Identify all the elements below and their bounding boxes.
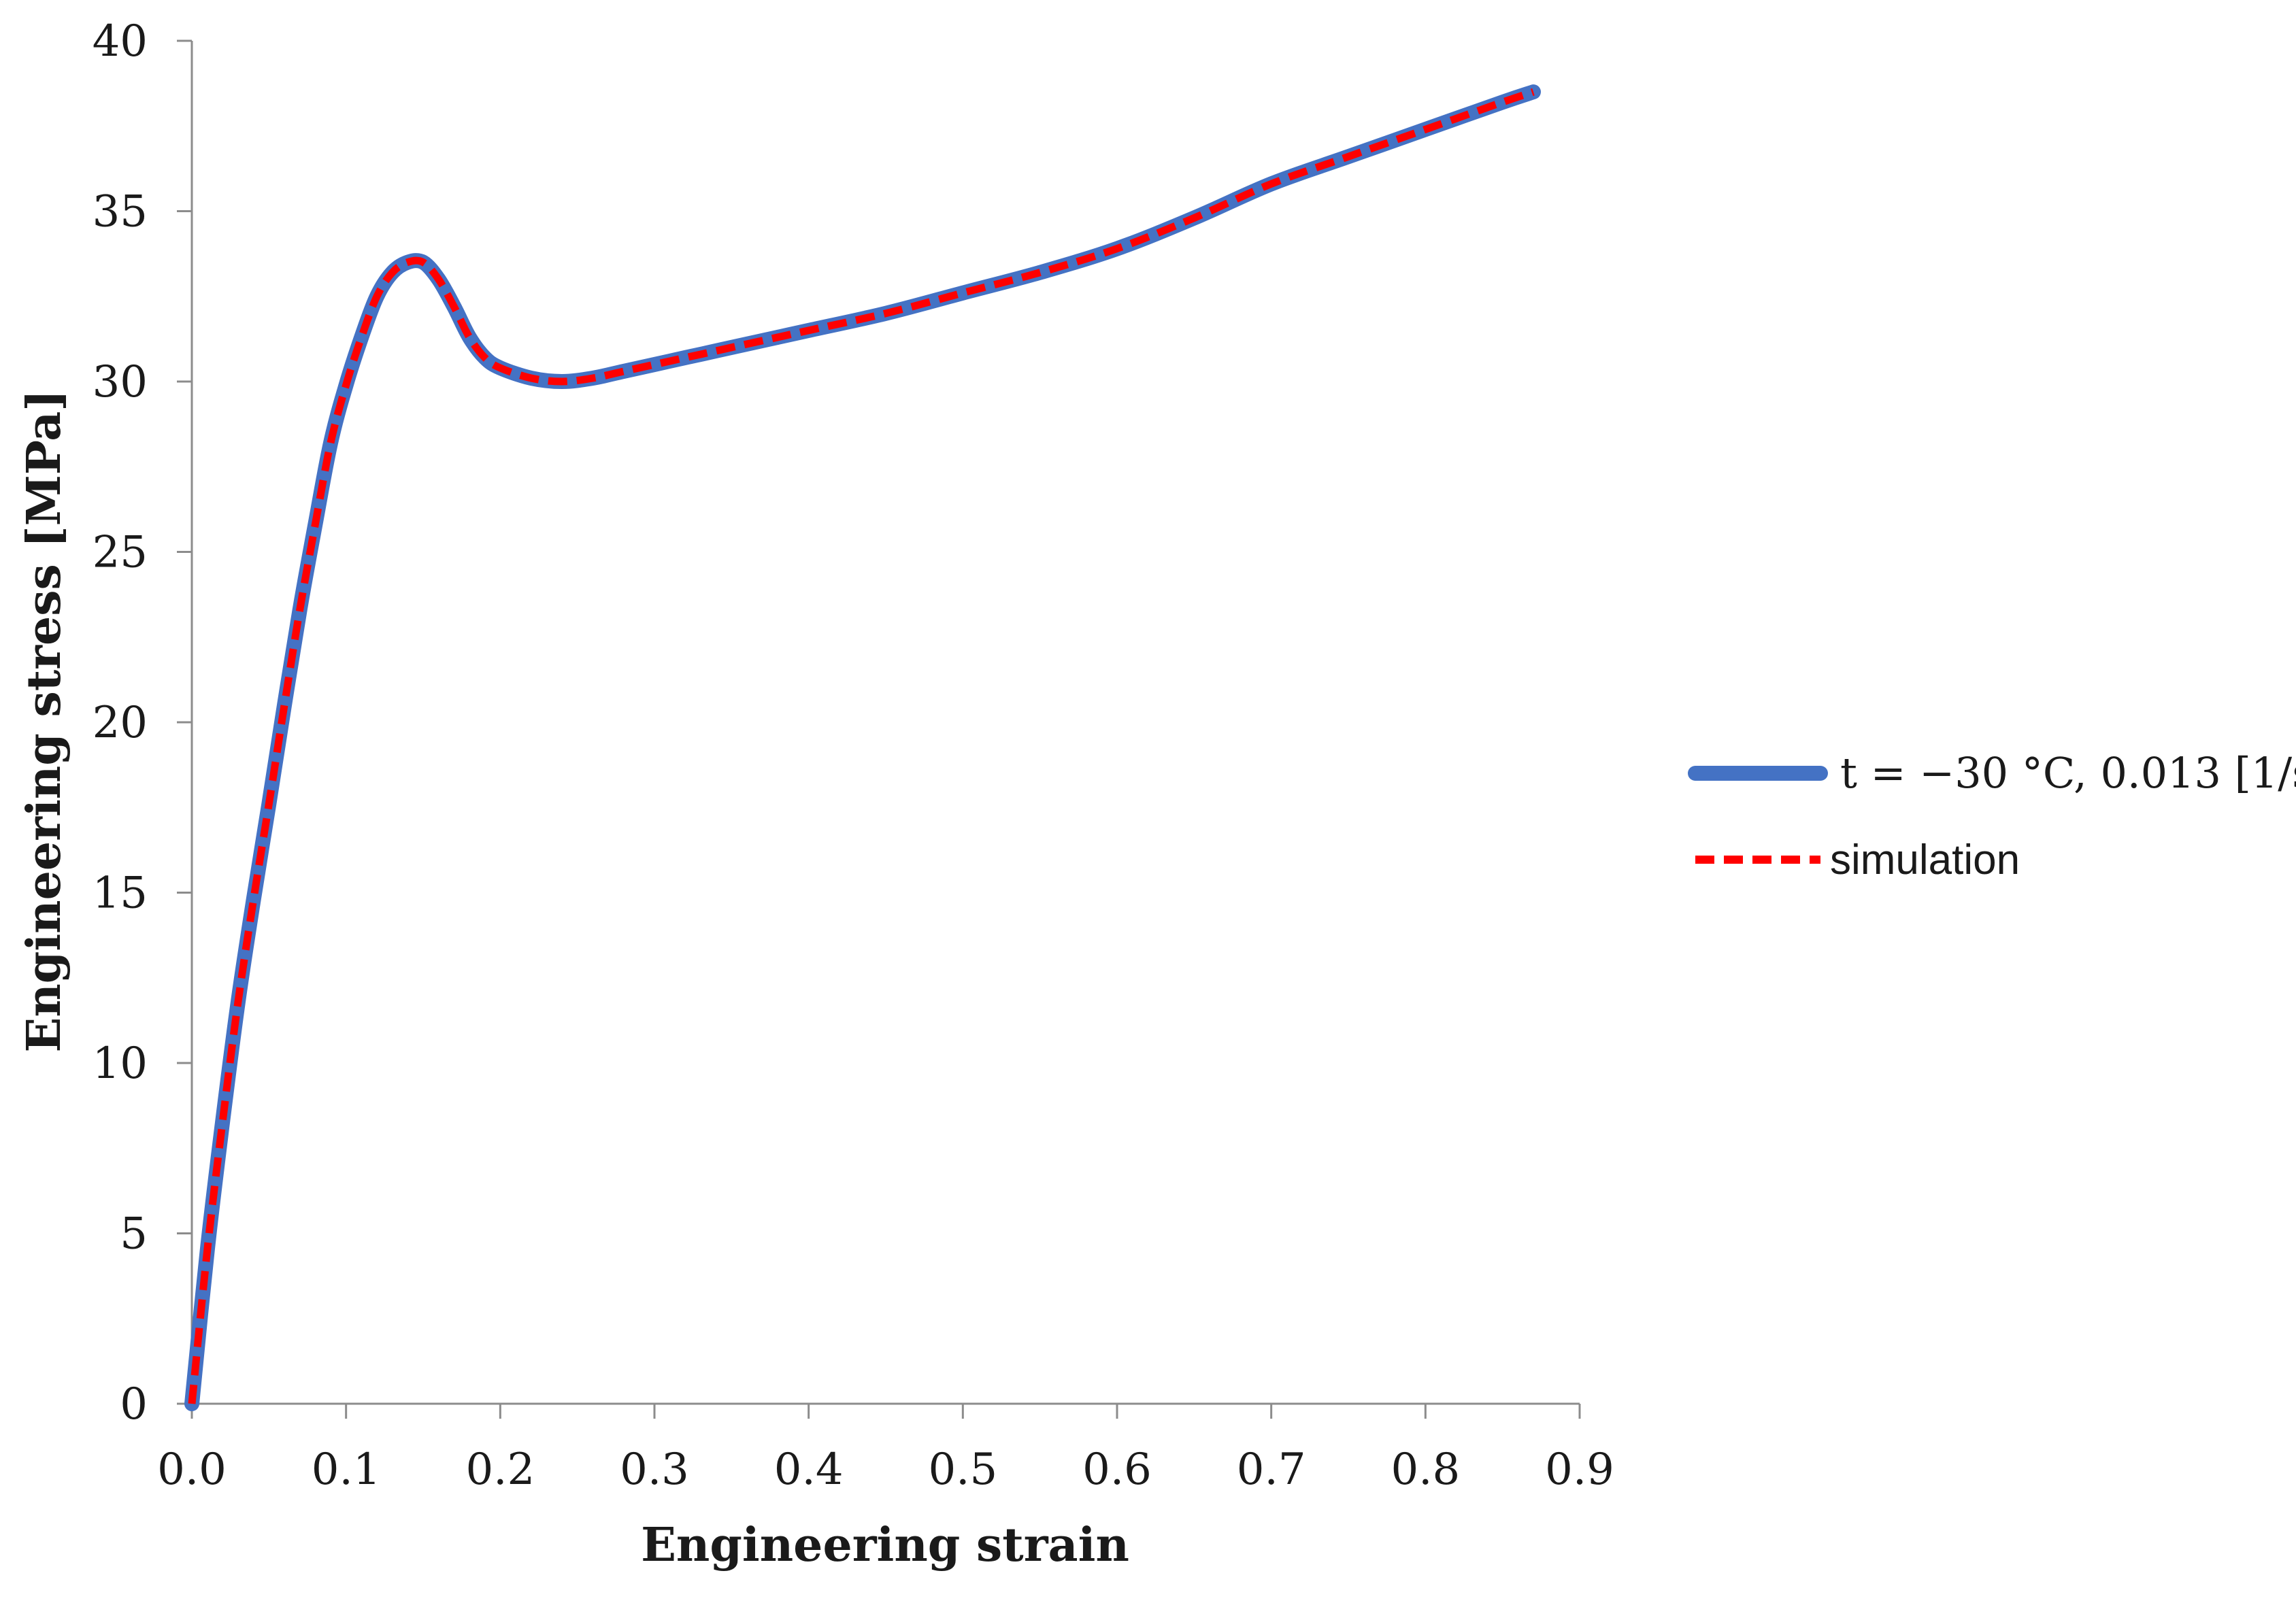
y-tick-label: 40 (93, 16, 148, 67)
x-tick-label: 0.3 (620, 1445, 689, 1495)
y-axis-title: Engineering stress [MPa] (17, 390, 71, 1053)
x-tick-label: 0.0 (157, 1445, 227, 1495)
plot-area (184, 84, 1541, 1411)
x-axis-title: Engineering strain (641, 1518, 1129, 1572)
y-tick-label: 10 (93, 1039, 148, 1089)
legend: t = −30 °C, 0.013 [1/s] simulation (1688, 748, 2296, 883)
x-tick-label: 0.4 (774, 1445, 844, 1495)
x-tick-label: 0.8 (1391, 1445, 1460, 1495)
y-tick-label: 0 (120, 1379, 148, 1430)
y-tick-label: 35 (93, 187, 148, 237)
x-tick-label: 0.9 (1545, 1445, 1614, 1495)
legend-label-experiment: t = −30 °C, 0.013 [1/s] (1840, 748, 2296, 798)
axis-ticks: 0.0 0.1 0.2 0.3 0.4 0.5 0.6 0.7 0.8 0.9 0 5 10 15 20 25… (93, 16, 1614, 1495)
legend-label-simulation: simulation (1830, 837, 2020, 883)
x-tick-label: 0.1 (312, 1445, 381, 1495)
x-tick-label: 0.7 (1237, 1445, 1306, 1495)
x-tick-label: 0.2 (465, 1445, 535, 1495)
y-tick-label: 5 (120, 1209, 148, 1260)
axes (190, 41, 1580, 1405)
series-line-simulation (188, 88, 1535, 1404)
series-line-experiment (184, 84, 1541, 1411)
y-tick-label: 25 (93, 528, 148, 578)
x-tick-label: 0.5 (928, 1445, 997, 1495)
x-tick-label: 0.6 (1082, 1445, 1152, 1495)
y-tick-label: 15 (93, 868, 148, 919)
y-tick-label: 20 (93, 698, 148, 748)
y-tick-label: 30 (93, 357, 148, 407)
